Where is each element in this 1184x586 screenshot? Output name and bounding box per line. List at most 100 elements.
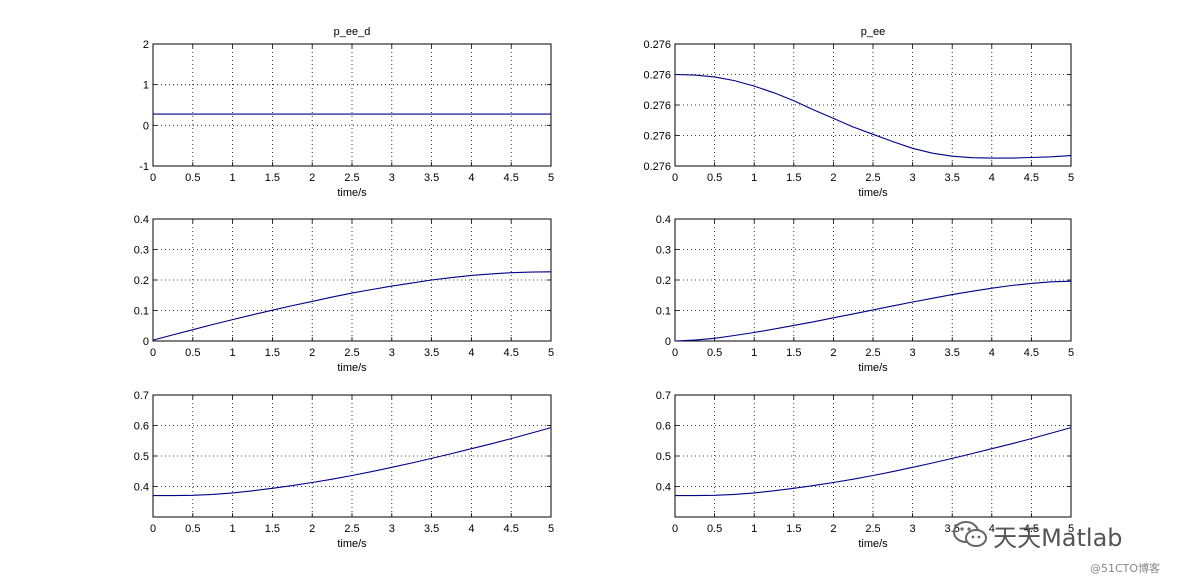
y-tick-label: 0.6 xyxy=(134,421,149,433)
y-tick-label: 0.4 xyxy=(656,214,671,226)
y-tick-label: 0.3 xyxy=(134,245,149,257)
x-tick-label: 1 xyxy=(751,347,757,359)
x-tick-label: 0.5 xyxy=(707,347,722,359)
y-tick-label: 0.276 xyxy=(643,39,671,51)
watermark: 天天Matlab xyxy=(952,518,1123,553)
x-tick-label: 3.5 xyxy=(424,347,439,359)
x-tick-label: 3.5 xyxy=(424,172,439,184)
x-tick-label: 5 xyxy=(1068,172,1074,184)
x-tick-label: 0.5 xyxy=(707,523,722,535)
y-tick-label: 0.6 xyxy=(656,421,671,433)
x-tick-label: 4 xyxy=(468,347,474,359)
x-tick-label: 3.5 xyxy=(424,523,439,535)
subplot-3: 0 0.5 1 1.5 2 2.5 3 3.5 4 4.5 5 0 0.1 0.2 0.3 0.4 time/s xyxy=(134,214,554,374)
x-tick-label: 3 xyxy=(910,347,916,359)
y-tick-label: 0.7 xyxy=(656,390,671,402)
axes-frame xyxy=(152,394,552,518)
x-axis-label: time/s xyxy=(858,538,888,550)
x-tick-label: 5 xyxy=(548,172,554,184)
x-tick-label: 0.5 xyxy=(707,172,722,184)
y-tick-label: 0.1 xyxy=(134,306,149,318)
subplot-4: 0 0.5 1 1.5 2 2.5 3 3.5 4 4.5 5 0 0.1 0.2 0.3 0.4 time/s xyxy=(656,214,1074,374)
y-tick-label: 0.5 xyxy=(656,451,671,463)
x-tick-label: 4.5 xyxy=(504,347,519,359)
y-tick-label: 0.4 xyxy=(134,482,149,494)
x-tick-label: 1 xyxy=(230,347,236,359)
x-tick-label: 2 xyxy=(309,172,315,184)
x-tick-label: 1.5 xyxy=(265,172,280,184)
x-axis-label: time/s xyxy=(858,362,888,374)
y-tick-label: 0 xyxy=(665,336,671,348)
x-tick-label: 0.5 xyxy=(185,172,200,184)
x-tick-label: 4.5 xyxy=(1024,347,1039,359)
y-tick-label: 0.1 xyxy=(656,306,671,318)
subplot-2: 0 0.5 1 1.5 2 2.5 3 3.5 4 4.5 5 0.276 0.276 0.276 0.27… xyxy=(643,26,1074,199)
y-tick-label: 1 xyxy=(143,80,149,92)
x-tick-label: 3 xyxy=(389,523,395,535)
x-tick-label: 3.5 xyxy=(945,172,960,184)
x-tick-label: 4.5 xyxy=(1024,172,1039,184)
x-tick-label: 1 xyxy=(230,523,236,535)
series-line-1 xyxy=(675,427,1072,497)
x-tick-label: 0 xyxy=(672,172,678,184)
y-tick-label: 0 xyxy=(143,336,149,348)
x-tick-label: 5 xyxy=(1068,523,1074,535)
axes-frame xyxy=(674,394,1072,518)
x-tick-label: 0 xyxy=(150,172,156,184)
x-tick-label: 2 xyxy=(830,523,836,535)
axes-frame xyxy=(152,43,552,167)
y-tick-label: 0.2 xyxy=(656,275,671,287)
x-tick-label: 1.5 xyxy=(786,523,801,535)
watermark-text: 天天Matlab xyxy=(993,524,1123,552)
series-line-1 xyxy=(153,427,552,497)
x-tick-label: 3 xyxy=(910,523,916,535)
x-tick-label: 1 xyxy=(751,172,757,184)
x-tick-label: 2 xyxy=(830,347,836,359)
x-axis-label: time/s xyxy=(858,187,888,199)
x-tick-label: 0 xyxy=(672,523,678,535)
x-tick-label: 5 xyxy=(548,523,554,535)
x-tick-label: 2 xyxy=(309,523,315,535)
chart-title: p_ee xyxy=(861,26,885,38)
x-tick-label: 2.5 xyxy=(865,172,880,184)
y-tick-label: 0.3 xyxy=(656,245,671,257)
y-tick-label: 0.4 xyxy=(134,214,149,226)
series-line-1 xyxy=(674,280,1072,342)
x-axis-label: time/s xyxy=(337,362,367,374)
x-tick-label: 1.5 xyxy=(786,347,801,359)
x-tick-label: 4.5 xyxy=(504,523,519,535)
x-tick-label: 1.5 xyxy=(265,523,280,535)
x-tick-label: 2.5 xyxy=(344,347,359,359)
x-tick-label: 3 xyxy=(389,347,395,359)
watermark-sub: @51CTO博客 xyxy=(1090,562,1161,575)
x-tick-label: 0 xyxy=(672,347,678,359)
y-tick-label: 0.7 xyxy=(134,390,149,402)
x-tick-label: 2 xyxy=(830,172,836,184)
series-line-1 xyxy=(152,271,552,341)
x-tick-label: 1 xyxy=(751,523,757,535)
axes-frame xyxy=(674,43,1072,167)
y-tick-label: 0.5 xyxy=(134,451,149,463)
x-tick-label: 0.5 xyxy=(185,347,200,359)
y-tick-label: 0.276 xyxy=(643,131,671,143)
x-tick-label: 0 xyxy=(150,523,156,535)
x-tick-label: 0 xyxy=(150,347,156,359)
x-tick-label: 1.5 xyxy=(265,347,280,359)
x-tick-label: 4 xyxy=(989,523,995,535)
y-tick-label: -1 xyxy=(139,161,149,173)
x-tick-label: 4 xyxy=(468,172,474,184)
x-tick-label: 3.5 xyxy=(945,347,960,359)
x-tick-label: 4 xyxy=(989,172,995,184)
x-tick-label: 2.5 xyxy=(865,523,880,535)
series-line-1 xyxy=(674,73,1072,159)
x-tick-label: 4.5 xyxy=(504,172,519,184)
x-tick-label: 1.5 xyxy=(786,172,801,184)
y-tick-label: 0.276 xyxy=(643,70,671,82)
x-tick-label: 5 xyxy=(1068,347,1074,359)
x-tick-label: 3 xyxy=(910,172,916,184)
x-tick-label: 1 xyxy=(230,172,236,184)
x-tick-label: 4 xyxy=(989,347,995,359)
x-tick-label: 2.5 xyxy=(344,172,359,184)
